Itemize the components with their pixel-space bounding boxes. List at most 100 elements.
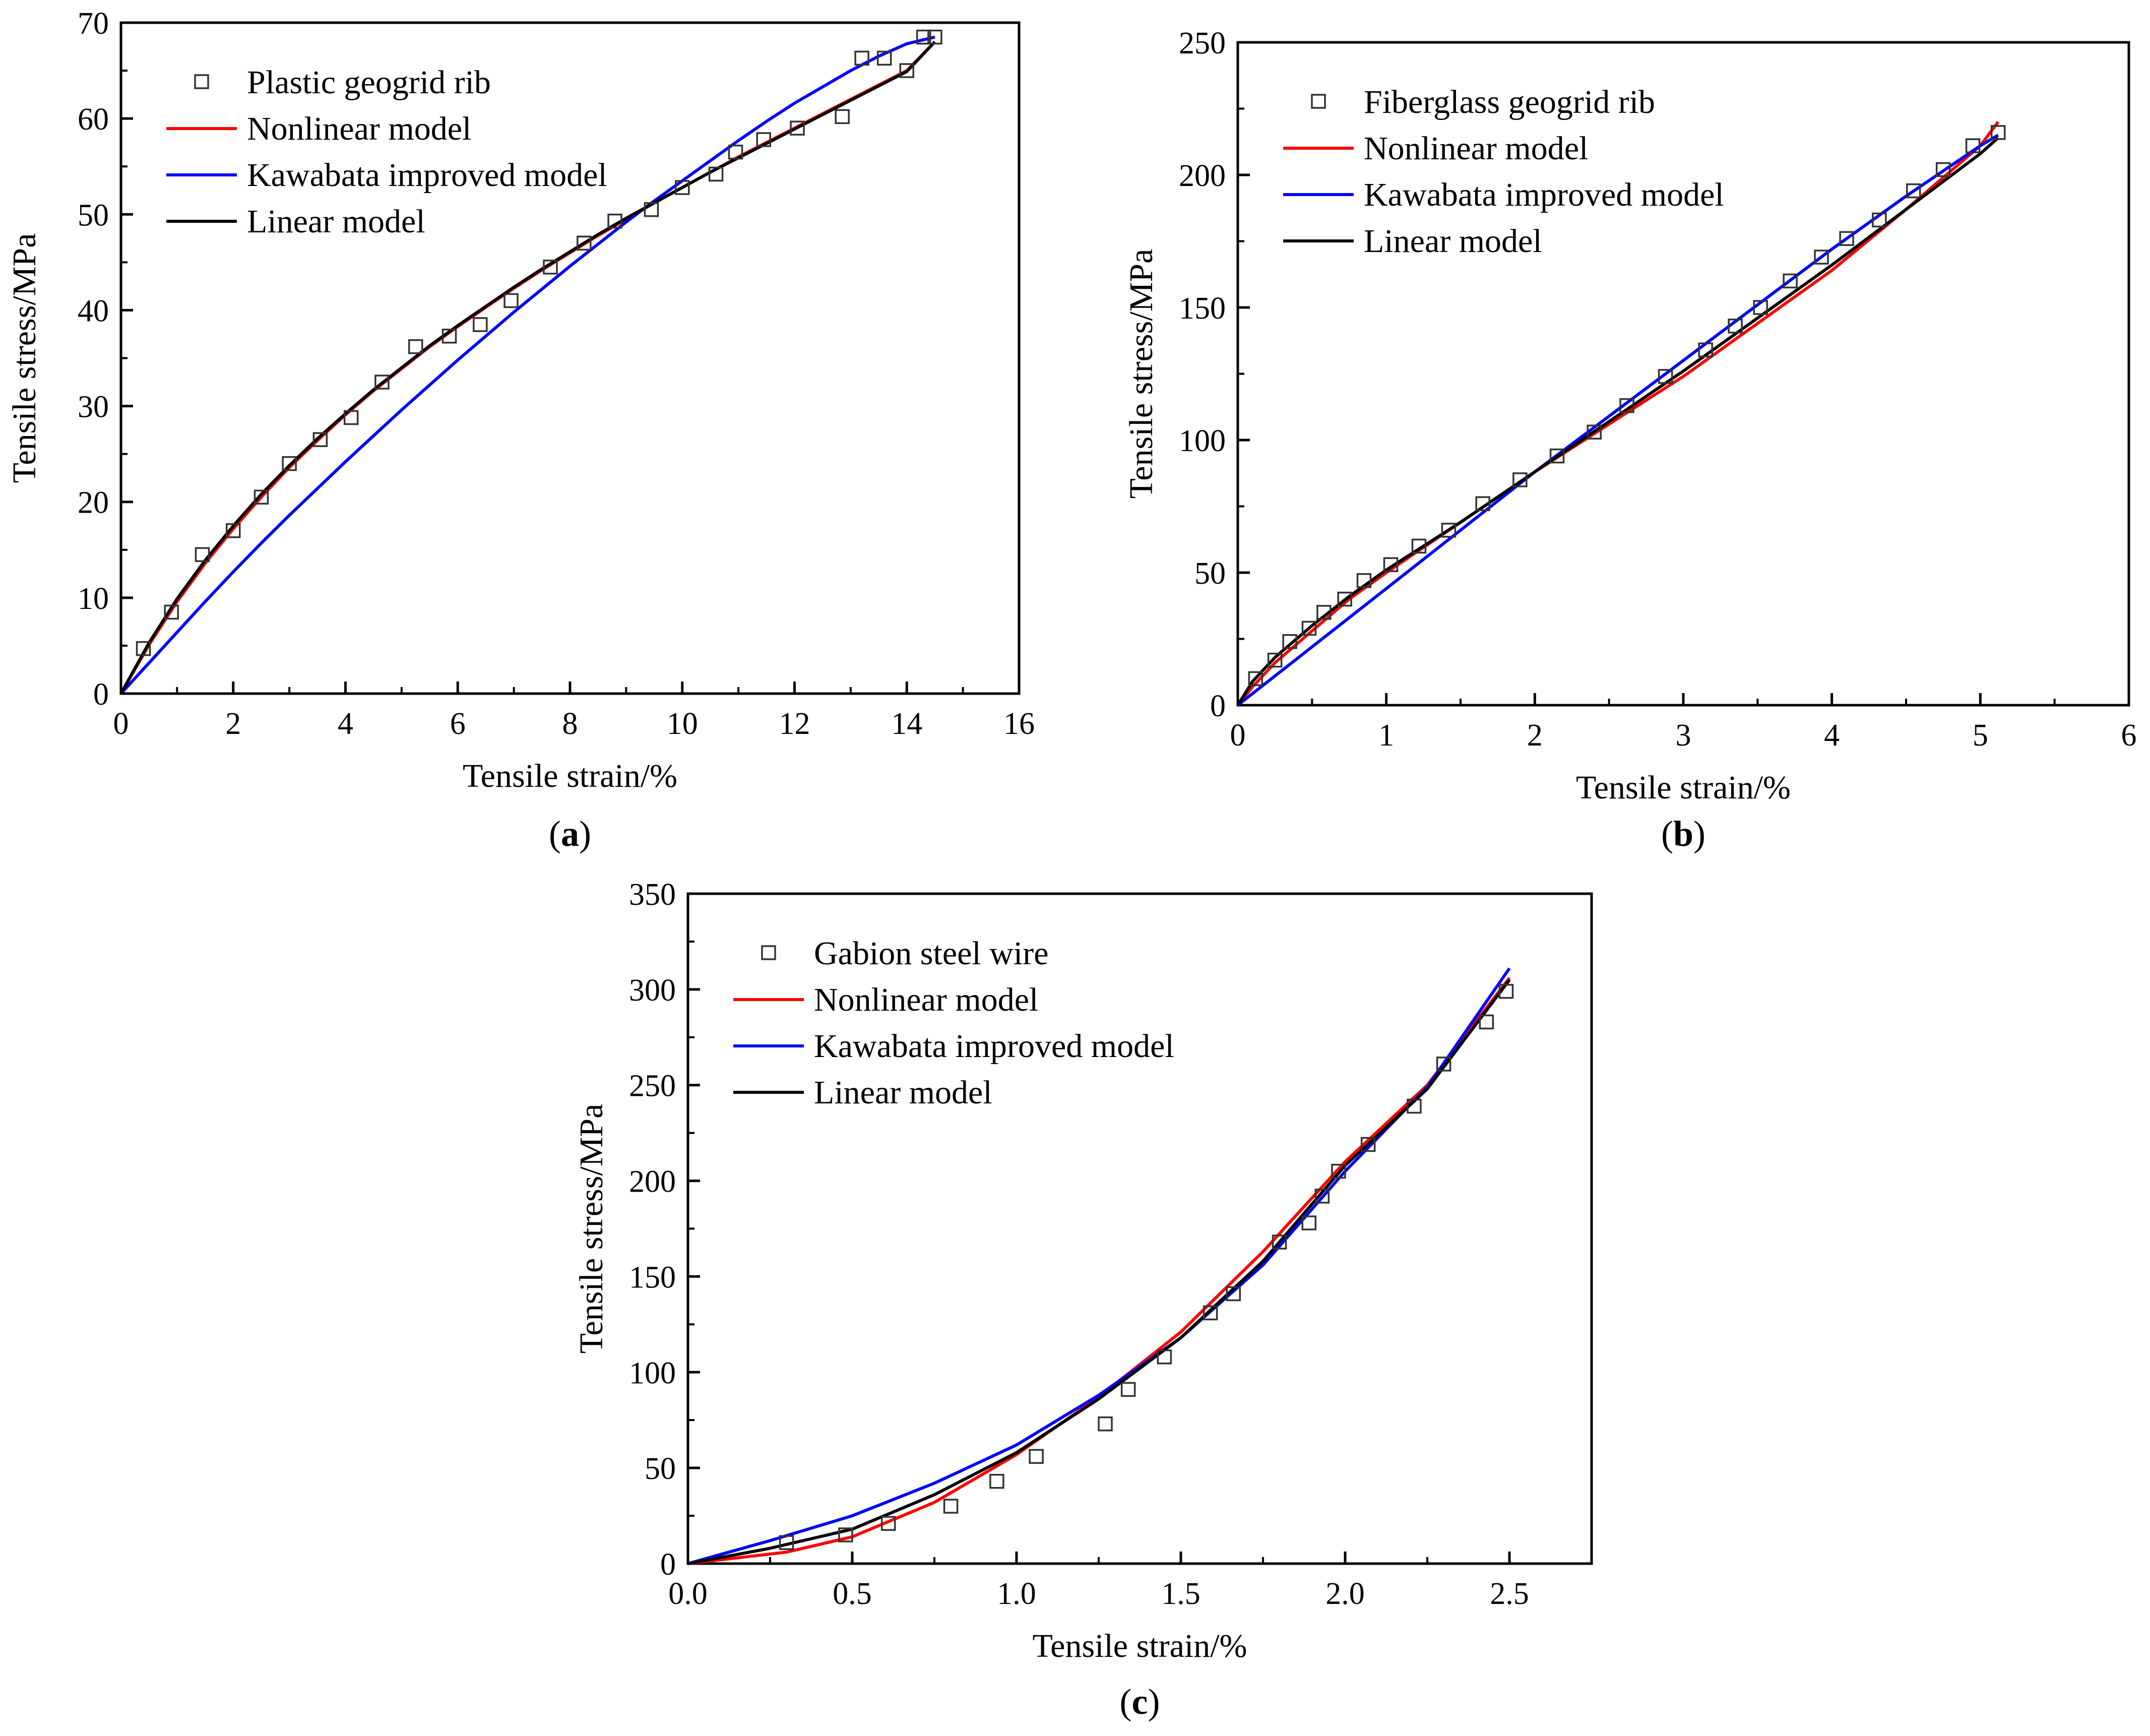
data-point	[1906, 183, 1921, 199]
data-point	[282, 456, 297, 471]
data-point	[779, 1535, 794, 1550]
data-point	[374, 375, 390, 390]
caption-open-paren: (	[549, 814, 561, 854]
caption-letter: b	[1673, 814, 1693, 854]
y-tick-label: 150	[1179, 291, 1226, 326]
legend-label: Nonlinear model	[1364, 130, 1588, 167]
data-point	[312, 432, 328, 447]
y-axis-label: Tensile stress/MPa	[6, 233, 43, 483]
data-point	[1301, 621, 1317, 636]
caption-open-paren: (	[1661, 814, 1673, 854]
data-point	[1698, 342, 1713, 357]
data-point	[1839, 231, 1854, 246]
data-point	[164, 604, 179, 620]
series-line-linear-model	[119, 40, 936, 695]
y-tick-label: 50	[78, 198, 109, 232]
data-point	[1098, 1416, 1113, 1432]
legend-label: Plastic geogrid rib	[247, 64, 491, 101]
legend-marker-square	[1311, 94, 1326, 109]
y-tick-label: 250	[1179, 26, 1226, 60]
data-point	[675, 180, 690, 195]
data-point	[835, 109, 850, 125]
caption-close-paren: )	[579, 814, 591, 854]
panel-caption: (c)	[1120, 1682, 1160, 1722]
data-point	[1120, 1382, 1136, 1397]
data-point	[136, 641, 151, 656]
x-tick-label: 6	[450, 707, 466, 741]
data-point	[1441, 523, 1457, 538]
x-tick-label: 12	[779, 707, 810, 741]
legend-marker-square	[194, 74, 209, 89]
data-point	[1549, 448, 1565, 464]
panel-caption: (b)	[1661, 814, 1705, 854]
y-tick-label: 300	[629, 973, 676, 1008]
y-tick-label: 0	[93, 677, 109, 712]
data-point	[1226, 1286, 1241, 1301]
data-point	[577, 235, 592, 251]
data-point	[1479, 1014, 1494, 1030]
x-axis-label: Tensile strain/%	[1032, 1628, 1247, 1664]
data-point	[343, 410, 359, 425]
data-point	[543, 260, 558, 275]
data-point	[254, 489, 269, 505]
y-tick-label: 150	[629, 1260, 676, 1294]
data-point	[1316, 605, 1332, 620]
y-tick-label: 200	[629, 1165, 676, 1199]
x-tick-label: 6	[2121, 718, 2137, 753]
data-point	[195, 547, 210, 563]
y-axis-label: Tensile stress/MPa	[573, 1104, 610, 1354]
data-point	[607, 213, 622, 229]
x-tick-label: 0	[1230, 718, 1246, 753]
data-point	[1157, 1349, 1172, 1365]
data-point	[916, 29, 931, 45]
x-tick-label: 1.0	[997, 1577, 1036, 1611]
y-tick-label: 0	[660, 1547, 676, 1582]
y-tick-label: 100	[1179, 424, 1226, 458]
data-point	[1407, 1098, 1422, 1114]
data-point	[1314, 1189, 1330, 1204]
data-point	[756, 132, 771, 147]
panel-caption: (a)	[549, 814, 591, 854]
data-point	[473, 317, 488, 332]
data-point	[854, 50, 869, 66]
data-point	[899, 63, 914, 78]
data-point	[1872, 212, 1887, 228]
data-point	[503, 293, 519, 308]
data-point	[1935, 162, 1951, 177]
y-axis-label: Tensile stress/MPa	[1123, 249, 1160, 499]
legend-label: Nonlinear model	[814, 981, 1038, 1018]
data-point	[1436, 1057, 1451, 1072]
data-point	[708, 166, 724, 182]
series-line-kawabata-improved-model	[687, 967, 1511, 1565]
legend-label: Linear model	[1364, 223, 1542, 260]
data-point	[226, 523, 241, 538]
y-tick-label: 350	[629, 878, 676, 912]
y-tick-label: 250	[629, 1069, 676, 1103]
x-axis-label: Tensile strain/%	[463, 758, 677, 794]
data-point	[1498, 983, 1514, 999]
x-tick-label: 14	[891, 707, 922, 741]
data-point	[1753, 300, 1768, 315]
caption-close-paren: )	[1148, 1682, 1160, 1722]
data-point	[989, 1473, 1004, 1489]
data-point	[1267, 652, 1283, 668]
legend-label: Fiberglass geogrid rib	[1364, 84, 1655, 120]
series-line-nonlinear-model	[119, 40, 936, 695]
y-tick-label: 40	[78, 294, 109, 328]
x-tick-label: 0.5	[833, 1577, 872, 1611]
legend-label: Kawabata improved model	[1364, 176, 1724, 213]
x-tick-label: 0.0	[668, 1577, 708, 1611]
y-tick-label: 60	[78, 102, 109, 137]
data-point	[927, 29, 942, 45]
data-point	[1512, 472, 1528, 487]
x-tick-label: 1	[1378, 718, 1394, 753]
data-point	[1331, 1163, 1346, 1179]
data-point	[1248, 671, 1263, 687]
legend-label: Kawabata improved model	[814, 1028, 1174, 1065]
legend-label: Linear model	[247, 203, 425, 240]
y-tick-label: 30	[78, 390, 109, 424]
legend-marker-square	[761, 945, 776, 960]
data-point	[1587, 424, 1602, 440]
x-tick-label: 0	[113, 707, 129, 741]
legend-label: Gabion steel wire	[814, 935, 1049, 972]
